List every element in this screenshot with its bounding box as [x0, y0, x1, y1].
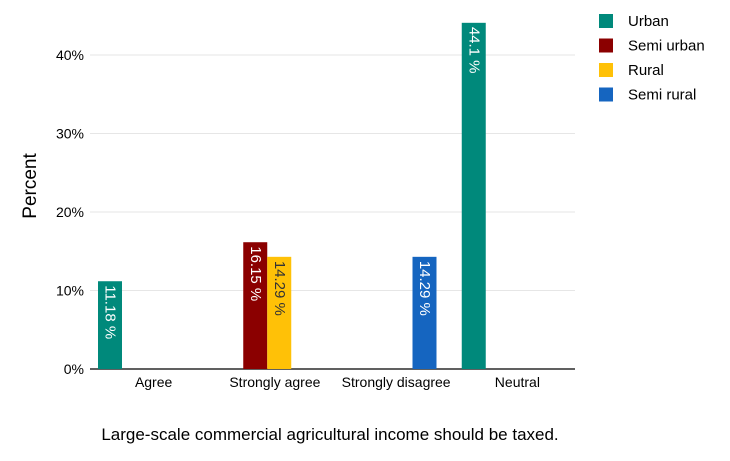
bar-value-label: 14.29 %: [416, 261, 433, 316]
legend-label: Urban: [628, 13, 669, 30]
bar-value-label: 44.1 %: [465, 27, 482, 74]
legend-label: Semi urban: [628, 38, 705, 55]
bar-rural: [267, 256, 292, 369]
x-axis: Agree Strongly agree Strongly disagree Neut…: [135, 374, 540, 390]
y-tick-label: 20%: [56, 204, 84, 220]
bar-semi-rural: [412, 256, 437, 369]
x-tick-label: Strongly disagree: [342, 374, 451, 390]
y-axis: 0% 10% 20% 30% 40%: [56, 47, 84, 377]
legend: Urban Semi urban Rural Semi rural: [599, 13, 705, 104]
bar-value-label: 16.15 %: [247, 246, 264, 301]
y-tick-label: 40%: [56, 47, 84, 63]
bar-semi-urban: [243, 242, 268, 369]
y-tick-label: 30%: [56, 126, 84, 142]
x-tick-label: Strongly agree: [229, 374, 320, 390]
bar-urban: [98, 281, 122, 369]
bars: 11.18 % 16.15 % 14.29 % 14.29 % 44.1 %: [98, 22, 486, 369]
legend-label: Rural: [628, 62, 664, 79]
x-tick-label: Agree: [135, 374, 173, 390]
bar-value-label: 11.18 %: [102, 285, 119, 339]
gridlines: [90, 54, 575, 370]
bar-urban: [461, 22, 486, 369]
x-axis-title: Large-scale commercial agricultural inco…: [101, 425, 558, 444]
legend-swatch: [599, 14, 613, 28]
x-tick-label: Neutral: [495, 374, 540, 390]
bar-value-label: 14.29 %: [271, 261, 288, 316]
legend-label: Semi rural: [628, 87, 696, 104]
legend-swatch: [599, 87, 613, 102]
legend-swatch: [599, 63, 613, 77]
y-tick-label: 0%: [64, 361, 84, 377]
legend-swatch: [599, 38, 613, 53]
y-tick-label: 10%: [56, 283, 84, 299]
y-axis-title: Percent: [20, 153, 41, 219]
